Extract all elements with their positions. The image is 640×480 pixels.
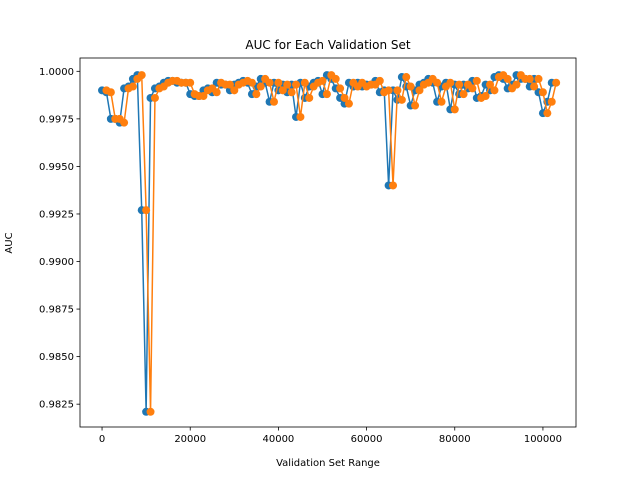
series-1 [102, 71, 561, 416]
plot-area [98, 71, 561, 416]
series-1-point [512, 80, 521, 89]
y-tick-label: 0.9950 [39, 162, 74, 173]
series-1-point [146, 407, 155, 416]
series-1-point [543, 109, 552, 118]
series-1-point [225, 80, 234, 89]
series-1-point [534, 74, 543, 83]
series-1-point [389, 181, 398, 190]
series-1-point [402, 73, 411, 82]
series-1-point [406, 82, 415, 91]
y-tick-label: 0.9925 [39, 209, 74, 220]
x-tick-label: 80000 [439, 434, 471, 445]
series-1-point [256, 82, 265, 91]
y-axis-title: AUC [4, 232, 15, 253]
series-1-point [552, 78, 561, 87]
series-1-point [150, 93, 159, 102]
series-1-point [455, 80, 464, 89]
chart-title: AUC for Each Validation Set [245, 38, 411, 52]
series-1-point [296, 112, 305, 121]
series-1-point [142, 206, 151, 215]
series-1-point [120, 118, 129, 127]
y-tick-label: 0.9850 [39, 352, 74, 363]
series-1-point [186, 78, 195, 87]
series-1-point [486, 80, 495, 89]
series-1-point [274, 78, 283, 87]
y-tick-label: 1.0000 [39, 67, 74, 78]
series-1-point [450, 105, 459, 114]
series-1-point [472, 76, 481, 85]
series-1-point [265, 78, 274, 87]
x-axis: 0 20000 40000 60000 80000 100000 [99, 427, 562, 445]
series-1-point [393, 86, 402, 95]
series-1-point [525, 74, 534, 83]
series-1-point [503, 74, 512, 83]
series-1-point [128, 82, 137, 91]
series-1-point [344, 99, 353, 108]
y-tick-label: 0.9900 [39, 257, 74, 268]
y-tick-label: 0.9975 [39, 114, 74, 125]
series-1-point [305, 93, 314, 102]
series-1-point [468, 84, 477, 93]
series-1-point [490, 86, 499, 95]
series-1-point [212, 88, 221, 97]
series-1-point [397, 95, 406, 104]
series-1-point [547, 97, 556, 106]
series-1-point [433, 78, 442, 87]
x-tick-label: 0 [99, 434, 105, 445]
series-1-point [318, 76, 327, 85]
y-axis: 0.9825 0.9850 0.9875 0.9900 0.9925 0.9950 0.99… [39, 67, 80, 411]
series-1-point [278, 86, 287, 95]
series-1-point [137, 71, 146, 80]
series-1-point [283, 80, 292, 89]
series-1-point [252, 90, 261, 99]
series-1-point [247, 78, 256, 87]
x-tick-label: 100000 [524, 434, 562, 445]
series-1-point [340, 93, 349, 102]
series-1-point [322, 90, 331, 99]
x-tick-label: 40000 [262, 434, 294, 445]
series-1-point [287, 88, 296, 97]
x-tick-label: 20000 [174, 434, 206, 445]
series-1-point [530, 82, 539, 91]
series-1-point [384, 86, 393, 95]
series-1-point [331, 74, 340, 83]
y-tick-label: 0.9825 [39, 400, 74, 411]
series-1-point [269, 97, 278, 106]
series-1-point [437, 97, 446, 106]
series-1-point [481, 92, 490, 101]
series-1-point [199, 92, 208, 101]
series-1-point [336, 84, 345, 93]
series-1-point [375, 76, 384, 85]
x-tick-label: 60000 [351, 434, 383, 445]
axes-frame [79, 57, 577, 428]
series-1-point [411, 101, 420, 110]
series-1-point [446, 78, 455, 87]
series-1-point [292, 80, 301, 89]
series-1-point [300, 78, 309, 87]
y-tick-label: 0.9875 [39, 305, 74, 316]
x-axis-title: Validation Set Range [276, 458, 380, 469]
series-1-point [459, 90, 468, 99]
series-1-point [106, 88, 115, 97]
series-1-point [415, 86, 424, 95]
series-1-point [230, 86, 239, 95]
series-1-point [538, 88, 547, 97]
